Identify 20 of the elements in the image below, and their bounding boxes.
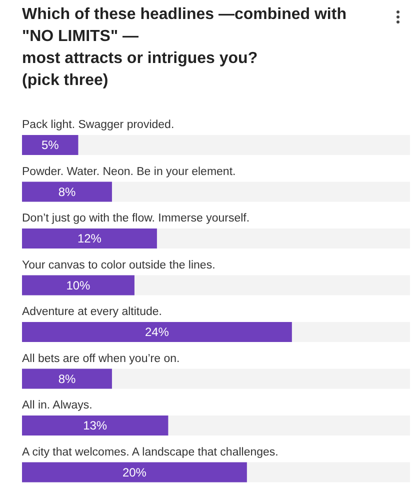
- data-label: 24%: [144, 325, 170, 339]
- data-label: 12%: [77, 232, 102, 246]
- data-label: 13%: [83, 418, 108, 432]
- data-label: 20%: [122, 465, 147, 480]
- y-tick-label: Pack light. Swagger provided.: [22, 119, 174, 131]
- y-tick-label: A city that welcomes. A landscape that challenges.: [22, 446, 278, 458]
- bar: [22, 135, 78, 155]
- y-tick-label: All in. Always.: [22, 400, 92, 412]
- data-label: 8%: [58, 184, 76, 199]
- y-tick-label: All bets are off when you’re on.: [22, 352, 180, 365]
- y-tick-label: Don’t just go with the flow. Immerse yourself.: [22, 212, 250, 224]
- y-tick-label: Powder. Water. Neon. Be in your element.: [22, 166, 236, 178]
- y-tick-label: Adventure at every altitude.: [22, 306, 162, 318]
- data-label: 5%: [41, 138, 60, 152]
- data-label: 8%: [58, 372, 76, 386]
- data-label: 10%: [66, 278, 91, 292]
- chart-title: Which of these headlines —combined with "NO LIMITS" — most attracts or intrigues you? (pick three): [22, 5, 346, 91]
- bar: [22, 182, 112, 202]
- bar: [22, 368, 112, 389]
- y-tick-label: Your canvas to color outside the lines.: [22, 259, 216, 272]
